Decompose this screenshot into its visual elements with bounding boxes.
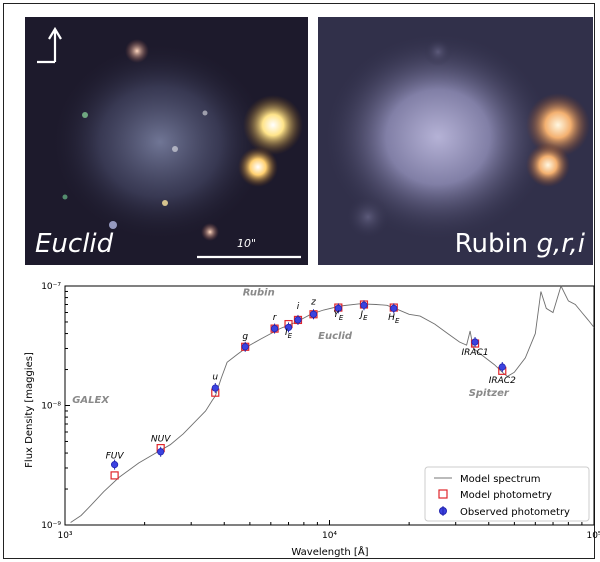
euclid-image-panel: 10" Euclid [25,17,308,265]
axis-ticks: 10³ 10⁴ 10⁵ 10⁻⁹ 10⁻⁸ 10⁻⁷ [41,282,600,541]
legend-entry-model-photometry: Model photometry [460,490,552,501]
region-label-euclid: Euclid [318,331,353,342]
band-labels: FUV NUV u g r IE i z YE JE HE IRAC1 IRAC2 [106,298,516,462]
x-tick-label: 10⁴ [322,531,337,541]
x-axis-label: Wavelength [Å] [291,545,368,558]
rubin-label-bands: g,r,i [536,229,585,259]
region-labels: GALEX Rubin Euclid Spitzer [72,288,510,406]
observed-photometry-point [157,448,165,456]
legend: Model spectrum Model photometry Observed… [424,466,590,522]
y-axis-label: Flux Density [maggies] [24,352,35,468]
observed-photometry-point [334,304,342,312]
band-label: r [273,313,278,323]
region-label-spitzer: Spitzer [469,388,510,399]
observed-photometry-point [284,323,293,332]
band-label: FUV [106,452,125,462]
rubin-panel-label: Rubin g,r,i [455,229,585,259]
band-label: i [297,302,300,312]
band-label: u [212,373,218,383]
rubin-image-panel: Rubin g,r,i [318,17,593,265]
band-label: z [310,298,316,308]
observed-photometry-point [360,301,368,309]
band-label: NUV [151,434,171,444]
observed-photometry-series [110,300,506,470]
observed-photometry-point [270,325,279,333]
band-label: JE [358,310,368,322]
legend-box [424,466,590,522]
observed-photometry-point [309,310,318,318]
x-tick-label: 10³ [57,531,72,541]
legend-entry-observed-photometry: Observed photometry [460,507,570,518]
sed-chart: 10³ 10⁴ 10⁵ 10⁻⁹ 10⁻⁸ 10⁻⁷ GALEX Rubin Euclid Sp… [24,282,600,558]
observed-photometry-point [211,384,219,392]
scale-bar-label: 10" [237,237,257,250]
region-label-rubin: Rubin [243,288,275,299]
model-photometry-point [110,471,119,480]
euclid-panel-label: Euclid [35,229,114,259]
observed-photometry-point [110,461,119,469]
band-label: YE [333,310,344,322]
scale-bar [197,255,301,259]
observed-photometry-point [390,304,398,312]
observed-photometry-point [294,316,302,324]
rubin-galaxy-image [318,17,593,265]
rubin-label-prefix: Rubin [454,229,537,259]
band-label: HE [388,313,400,325]
observed-photometry-point [498,363,506,371]
band-label: IRAC2 [489,376,516,386]
y-tick-label: 10⁻⁸ [41,402,61,412]
observed-photometry-point [241,343,249,351]
region-label-galex: GALEX [72,395,110,406]
legend-square-swatch [438,489,448,499]
x-tick-label: 10⁵ [586,531,600,541]
legend-entry-model-spectrum: Model spectrum [460,474,541,485]
y-tick-label: 10⁻⁷ [41,282,61,292]
band-label: IE [285,328,293,340]
band-label: IRAC1 [461,348,488,358]
y-tick-label: 10⁻⁹ [41,521,61,531]
euclid-galaxy-image [25,17,308,265]
band-label: g [242,332,248,342]
compass-arrow-icon [37,26,62,64]
observed-photometry-point [471,338,479,346]
